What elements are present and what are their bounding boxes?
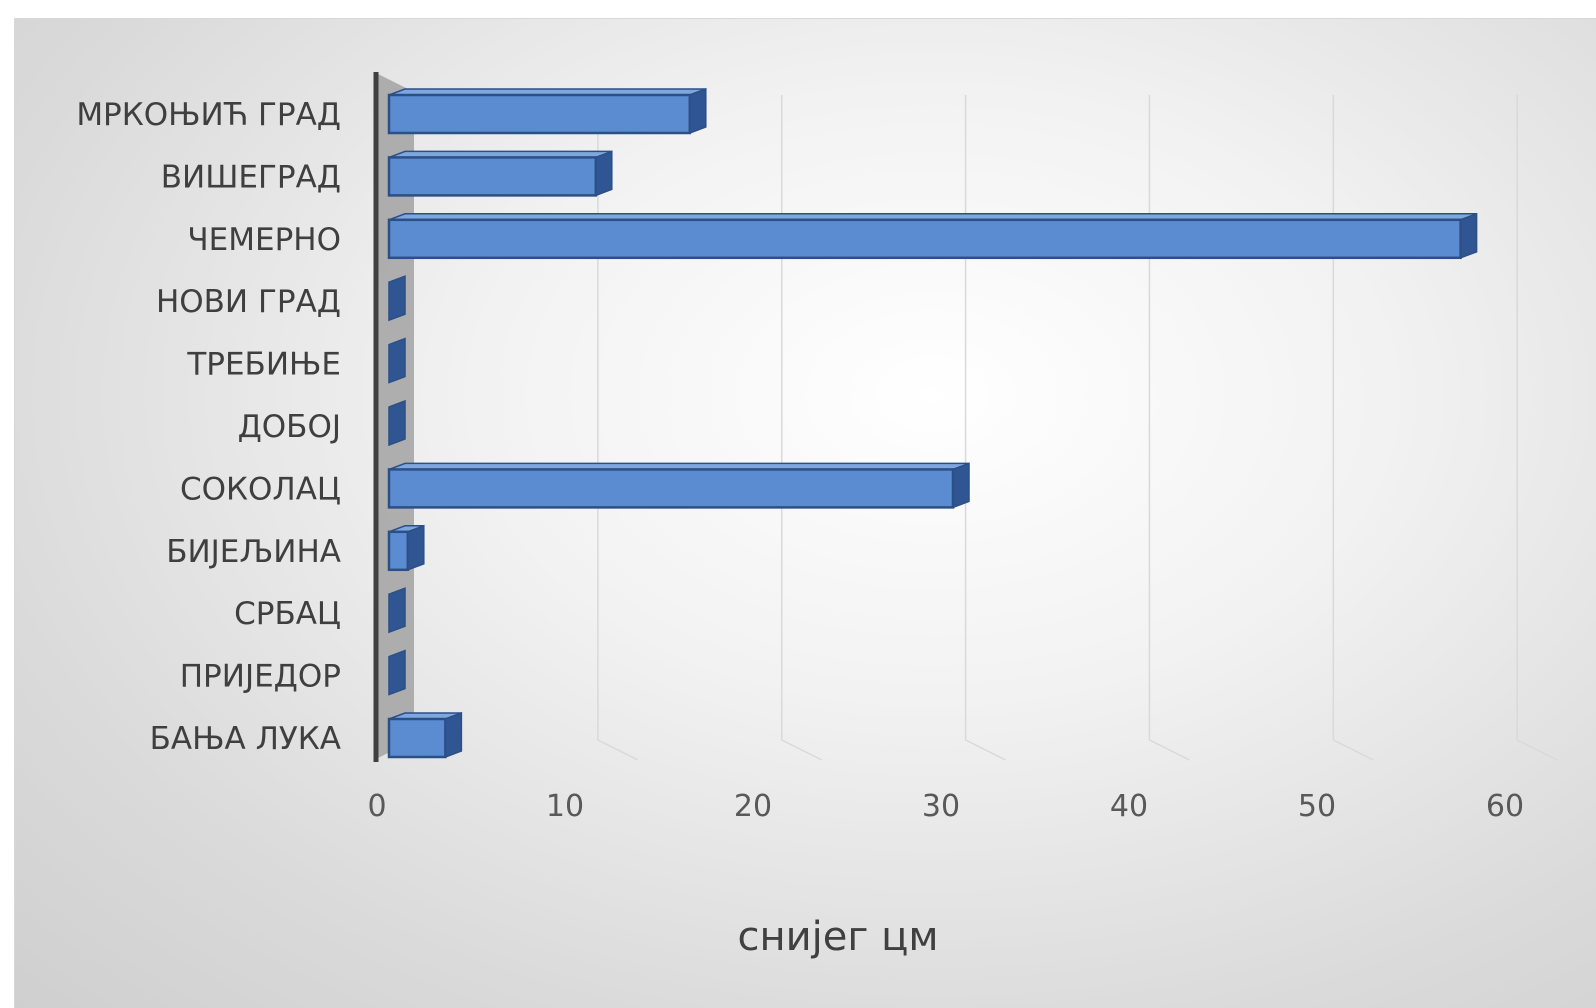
bar-1 bbox=[387, 150, 613, 197]
bar-4 bbox=[388, 337, 406, 384]
bar-side-0 bbox=[689, 87, 707, 135]
category-label-9: ПРИЈЕДОР bbox=[180, 659, 341, 695]
bar-front-0 bbox=[387, 93, 692, 135]
x-tick-label-30: 30 bbox=[922, 789, 960, 824]
category-labels: МРКОЊИЋ ГРАД ВИШЕГРАД ЧЕМЕРНО НОВИ ГРАД ТРЕБ… bbox=[76, 97, 341, 757]
bar-0 bbox=[387, 87, 707, 135]
category-label-0: МРКОЊИЋ ГРАД bbox=[76, 97, 341, 133]
bar-side-9 bbox=[388, 649, 406, 696]
category-label-1: ВИШЕГРАД bbox=[161, 159, 341, 195]
bar-side-10 bbox=[444, 711, 463, 759]
floor-gridline-20 bbox=[781, 739, 823, 761]
category-label-10: БАЊА ЛУКА bbox=[150, 721, 341, 757]
bar-9 bbox=[388, 649, 406, 696]
x-tick-label-20: 20 bbox=[734, 789, 772, 824]
bar-side-5 bbox=[388, 399, 406, 447]
bar-side-6 bbox=[952, 462, 970, 509]
bar-3 bbox=[388, 275, 406, 322]
chart-frame bbox=[14, 18, 1596, 1008]
gridlines bbox=[597, 95, 1558, 761]
category-label-4: ТРЕБИЊЕ bbox=[186, 347, 341, 383]
x-tick-label-40: 40 bbox=[1110, 789, 1148, 824]
bar-6 bbox=[387, 462, 970, 509]
bars bbox=[387, 87, 1478, 759]
bar-2 bbox=[387, 212, 1478, 260]
x-tick-label-10: 10 bbox=[546, 789, 584, 824]
bar-side-4 bbox=[388, 337, 406, 384]
category-label-5: ДОБОЈ bbox=[238, 409, 341, 445]
bar-front-2 bbox=[387, 218, 1462, 260]
floor-gridline-60 bbox=[1516, 739, 1558, 761]
bar-side-8 bbox=[388, 587, 406, 634]
bar-front-6 bbox=[387, 468, 955, 509]
bar-10 bbox=[387, 711, 463, 759]
tick-labels: 0 10 20 30 40 50 60 bbox=[367, 789, 1524, 824]
floor-gridline-30 bbox=[965, 739, 1006, 761]
category-label-7: БИЈЕЉИНА bbox=[166, 534, 341, 570]
bar-8 bbox=[388, 587, 406, 634]
bar-side-2 bbox=[1459, 212, 1478, 259]
bar-7 bbox=[387, 524, 425, 572]
x-axis-title: снијег цм bbox=[738, 914, 939, 960]
x-tick-label-0: 0 bbox=[367, 789, 386, 824]
category-label-3: НОВИ ГРАД bbox=[156, 284, 341, 320]
x-tick-label-50: 50 bbox=[1298, 789, 1336, 824]
bar-front-1 bbox=[387, 156, 598, 197]
bar-front-7 bbox=[387, 530, 410, 572]
bar-side-7 bbox=[407, 524, 425, 571]
floor-gridline-10 bbox=[597, 739, 639, 761]
floor-gridline-50 bbox=[1332, 739, 1374, 761]
category-label-8: СРБАЦ bbox=[234, 596, 341, 632]
floor-gridline-40 bbox=[1149, 739, 1190, 761]
category-label-6: СОКОЛАЦ bbox=[180, 471, 341, 507]
bar-front-10 bbox=[387, 717, 447, 759]
category-label-2: ЧЕМЕРНО bbox=[187, 222, 341, 258]
bar-side-3 bbox=[388, 275, 406, 322]
bar-5 bbox=[388, 399, 406, 447]
bar-side-1 bbox=[595, 150, 613, 197]
x-tick-label-60: 60 bbox=[1486, 789, 1524, 824]
